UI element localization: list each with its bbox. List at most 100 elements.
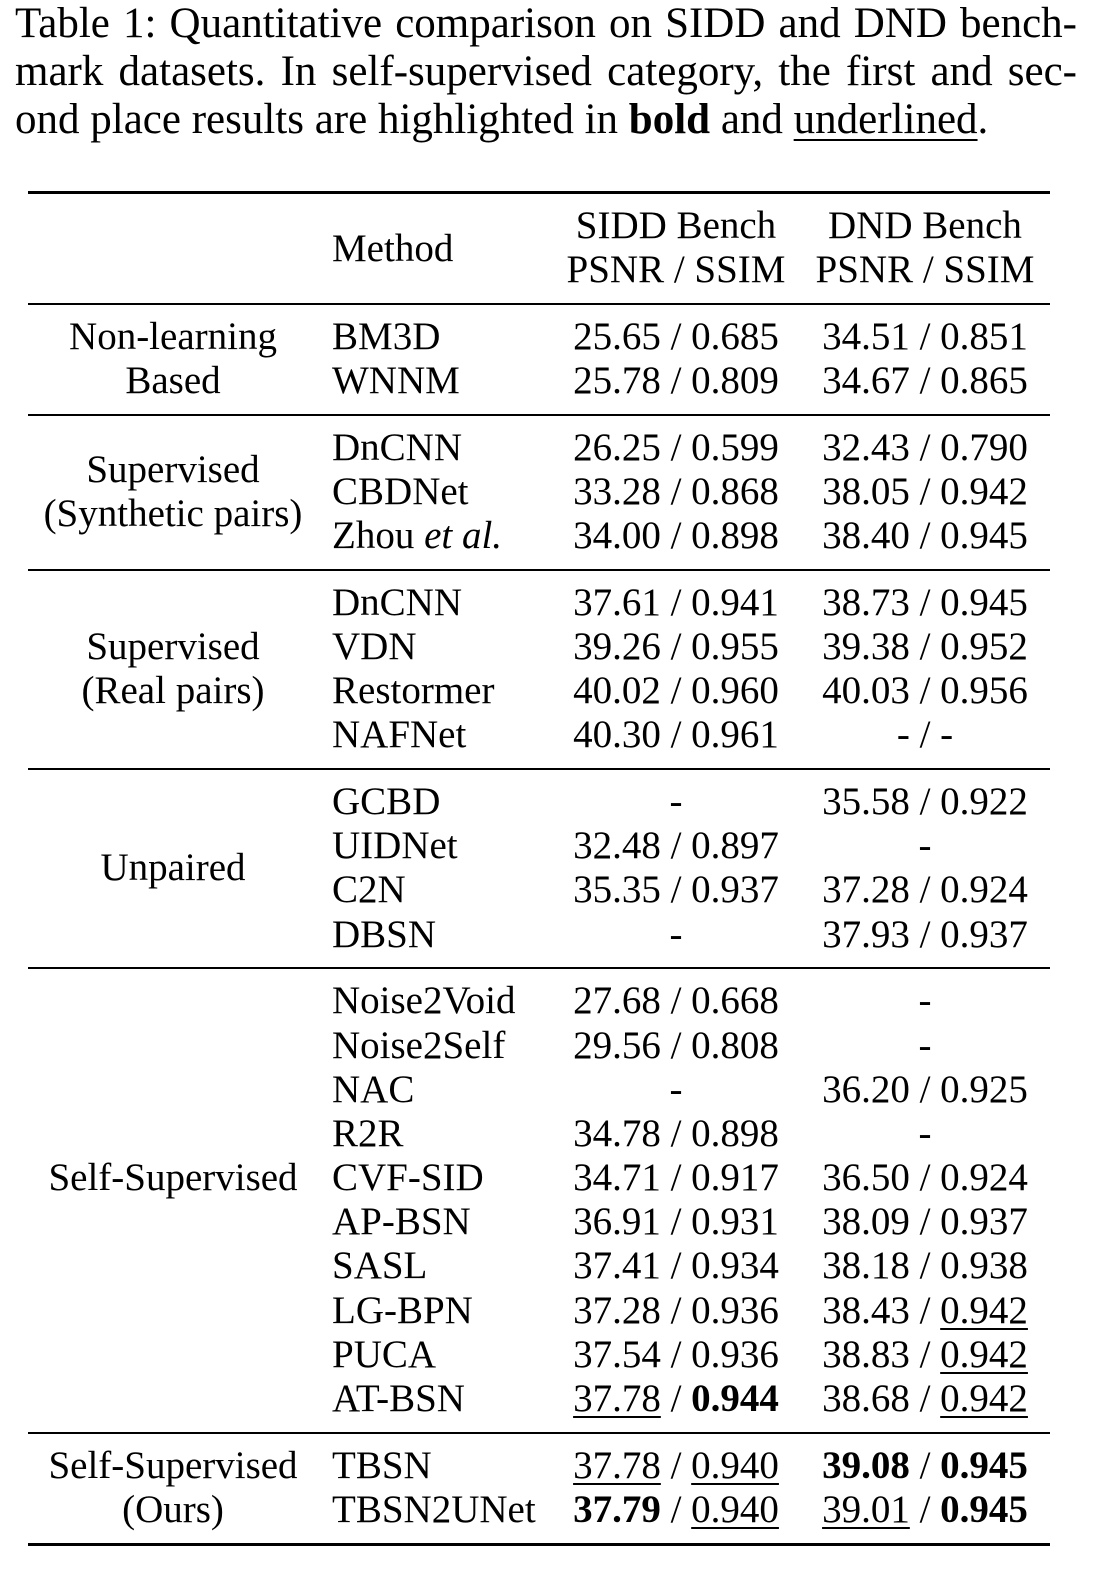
score-text: 40.02 / 0.960 bbox=[573, 669, 779, 713]
score-text: 34.00 / 0.898 bbox=[573, 514, 779, 558]
method-cell: NAFNet bbox=[318, 713, 552, 757]
caption-bold-word: bold bbox=[628, 96, 711, 143]
sidd-score-cell: 37.28 / 0.936 bbox=[552, 1289, 800, 1333]
dnd-score-cell: 38.73 / 0.945 bbox=[800, 581, 1050, 625]
score-text: 38.73 / 0.945 bbox=[822, 580, 1028, 624]
sidd-score-cell: 26.25 / 0.599 bbox=[552, 426, 800, 470]
score-text: 38.18 / 0.938 bbox=[822, 1244, 1028, 1288]
group-label: Supervised (Synthetic pairs) bbox=[28, 426, 318, 559]
dnd-score-cell: 34.67 / 0.865 bbox=[800, 359, 1050, 403]
score-text: 32.43 / 0.790 bbox=[822, 425, 1028, 469]
method-header-label: Method bbox=[332, 226, 454, 270]
table-row: GCBD - 35.58 / 0.922 bbox=[318, 780, 1050, 824]
table-row: Noise2Self 29.56 / 0.808 - bbox=[318, 1024, 1050, 1068]
method-cell: CBDNet bbox=[318, 470, 552, 514]
sidd-score-cell: 34.78 / 0.898 bbox=[552, 1112, 800, 1156]
method-name: R2R bbox=[332, 1111, 404, 1155]
group-label-line: Unpaired bbox=[100, 846, 246, 890]
score-text: 0.940 bbox=[691, 1487, 779, 1531]
table-header: Method SIDD Bench PSNR / SSIM DND Bench … bbox=[28, 194, 1050, 303]
row-group: Non-learning Based BM3D 25.65 / 0.685 34.51 … bbox=[28, 305, 1050, 414]
dnd-score-cell: - / - bbox=[800, 713, 1050, 757]
dnd-score-cell: 37.28 / 0.924 bbox=[800, 868, 1050, 912]
sidd-score-cell: 35.35 / 0.937 bbox=[552, 868, 800, 912]
dnd-score-cell: 40.03 / 0.956 bbox=[800, 669, 1050, 713]
group-rows: BM3D 25.65 / 0.685 34.51 / 0.851 WNNM 25.78 … bbox=[318, 315, 1050, 403]
method-cell: SASL bbox=[318, 1244, 552, 1288]
method-name: LG-BPN bbox=[332, 1288, 473, 1332]
table-caption: Table 1: Quantitative comparison on SIDD… bbox=[15, 0, 1077, 144]
sidd-score-cell: 27.68 / 0.668 bbox=[552, 979, 800, 1023]
row-group: Unpaired GCBD -35.58 / 0.922 UIDNet 32.48 / … bbox=[28, 770, 1050, 967]
sidd-score-cell: 37.41 / 0.934 bbox=[552, 1244, 800, 1288]
dnd-score-cell: 38.68 / 0.942 bbox=[800, 1377, 1050, 1421]
score-text: - bbox=[669, 780, 683, 824]
method-cell: DnCNN bbox=[318, 581, 552, 625]
dnd-score-cell: 36.20 / 0.925 bbox=[800, 1068, 1050, 1112]
group-label-line: (Synthetic pairs) bbox=[43, 492, 303, 536]
method-cell: R2R bbox=[318, 1112, 552, 1156]
score-text: / bbox=[660, 1487, 692, 1531]
sidd-score-cell: 37.78 / 0.944 bbox=[552, 1377, 800, 1421]
group-rule bbox=[28, 768, 1050, 771]
score-text: 38.40 / 0.945 bbox=[822, 514, 1028, 558]
score-text: 34.71 / 0.917 bbox=[573, 1156, 779, 1200]
group-label-line: (Ours) bbox=[122, 1487, 224, 1531]
dnd-score-cell: 38.40 / 0.945 bbox=[800, 514, 1050, 558]
score-text: / bbox=[909, 1443, 941, 1487]
score-text: 39.38 / 0.952 bbox=[822, 625, 1028, 668]
group-label-line: Self-Supervised bbox=[48, 1443, 298, 1487]
table-row: Zhou et al. 34.00 / 0.898 38.40 / 0.945 bbox=[318, 514, 1050, 558]
dnd-score-cell: - bbox=[800, 824, 1050, 868]
score-text: - bbox=[918, 1023, 932, 1067]
dnd-score-cell: 35.58 / 0.922 bbox=[800, 780, 1050, 824]
score-text: - bbox=[669, 1067, 683, 1111]
caption-line: mark datasets. In self-supervised catego… bbox=[15, 48, 1077, 95]
score-text: 29.56 / 0.808 bbox=[573, 1023, 779, 1067]
score-text: 34.67 / 0.865 bbox=[822, 359, 1028, 403]
table-row: TBSN 37.78 / 0.940 39.08 / 0.945 bbox=[318, 1444, 1050, 1488]
method-cell: BM3D bbox=[318, 315, 552, 359]
method-header: Method bbox=[318, 204, 552, 292]
dnd-score-cell: 38.18 / 0.938 bbox=[800, 1244, 1050, 1288]
score-text: 38.43 / bbox=[822, 1288, 941, 1332]
sidd-score-cell: 25.65 / 0.685 bbox=[552, 315, 800, 359]
dnd-score-cell: 39.01 / 0.945 bbox=[800, 1488, 1050, 1532]
score-text: - bbox=[669, 912, 683, 956]
table-row: SASL 37.41 / 0.934 38.18 / 0.938 bbox=[318, 1244, 1050, 1288]
dnd-score-cell: 37.93 / 0.937 bbox=[800, 913, 1050, 957]
method-name: DnCNN bbox=[332, 425, 463, 469]
method-cell: CVF-SID bbox=[318, 1156, 552, 1200]
score-text: 25.78 / 0.809 bbox=[573, 359, 779, 403]
caption-line: Table 1: Quantitative comparison on SIDD… bbox=[15, 0, 1077, 47]
sidd-score-cell: 37.54 / 0.936 bbox=[552, 1333, 800, 1377]
sidd-score-cell: 40.30 / 0.961 bbox=[552, 713, 800, 757]
score-text: 26.25 / 0.599 bbox=[573, 425, 779, 469]
method-cell: TBSN bbox=[318, 1444, 552, 1488]
table-row: CVF-SID 34.71 / 0.917 36.50 / 0.924 bbox=[318, 1156, 1050, 1200]
group-rows: DnCNN 26.25 / 0.599 32.43 / 0.790 CBDNet 33.… bbox=[318, 426, 1050, 559]
group-rule bbox=[28, 302, 1050, 305]
row-group: Self-Supervised Noise2Void 27.68 / 0.668- N… bbox=[28, 969, 1050, 1431]
table-row: TBSN2UNet 37.79 / 0.940 39.01 / 0.945 bbox=[318, 1488, 1050, 1532]
method-cell: PUCA bbox=[318, 1333, 552, 1377]
score-text: / bbox=[660, 1377, 692, 1420]
header-blank-cell bbox=[28, 204, 318, 292]
sidd-score-cell: 32.48 / 0.897 bbox=[552, 824, 800, 868]
method-cell: UIDNet bbox=[318, 824, 552, 868]
method-cell: VDN bbox=[318, 625, 552, 669]
score-text: 40.03 / 0.956 bbox=[822, 669, 1028, 713]
method-name: Noise2Void bbox=[332, 979, 516, 1023]
dnd-score-cell: 32.43 / 0.790 bbox=[800, 426, 1050, 470]
group-rule bbox=[28, 568, 1050, 571]
dnd-score-cell: 38.09 / 0.937 bbox=[800, 1200, 1050, 1244]
group-rule bbox=[28, 967, 1050, 970]
method-name: SASL bbox=[332, 1244, 428, 1288]
score-text: 37.93 / 0.937 bbox=[822, 912, 1028, 956]
method-cell: Noise2Self bbox=[318, 1024, 552, 1068]
score-text: 25.65 / 0.685 bbox=[573, 314, 779, 358]
table-row: VDN 39.26 / 0.955 39.38 / 0.952 bbox=[318, 625, 1050, 669]
bottom-rule bbox=[28, 1542, 1050, 1546]
sidd-header-metric: PSNR / SSIM bbox=[566, 248, 786, 292]
sidd-score-cell: - bbox=[552, 913, 800, 957]
